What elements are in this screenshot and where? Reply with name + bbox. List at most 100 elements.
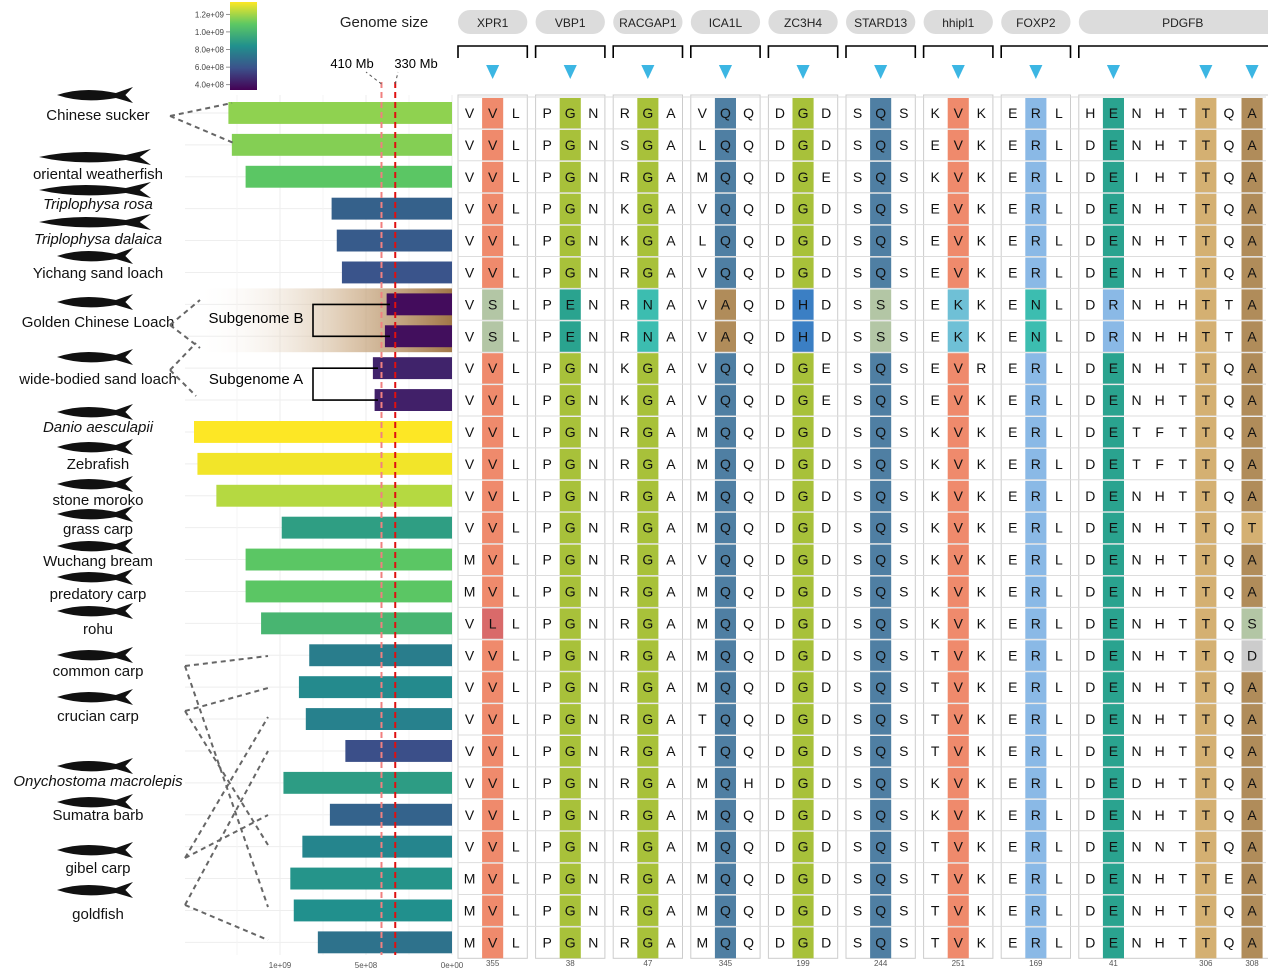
residue: T xyxy=(1178,711,1187,727)
residue: T xyxy=(1202,871,1211,887)
residue: D xyxy=(1085,520,1095,536)
species-gibel-carp: gibel carp xyxy=(57,842,133,877)
species-crucian-carp: crucian carp xyxy=(57,689,139,725)
residue-highlight xyxy=(637,480,659,512)
residue: G xyxy=(642,488,653,504)
residue-highlight xyxy=(482,98,504,129)
residue: A xyxy=(666,360,676,376)
residue: L xyxy=(1055,328,1063,344)
residue: Q xyxy=(1224,615,1235,631)
residue-highlight xyxy=(559,512,581,544)
residue: S xyxy=(853,775,862,791)
species-onychostoma-macrolepis: Onychostoma macrolepis xyxy=(13,758,183,790)
residue: K xyxy=(930,488,940,504)
genome-size-bar xyxy=(302,835,452,858)
residue: E xyxy=(1109,934,1118,950)
residue-highlight xyxy=(947,321,969,353)
residue: D xyxy=(775,934,785,950)
residue: Q xyxy=(1224,679,1235,695)
residue: L xyxy=(698,233,706,249)
residue: V xyxy=(488,264,498,280)
residue: D xyxy=(821,488,831,504)
residue-highlight xyxy=(1195,225,1217,257)
residue-highlight xyxy=(870,161,892,193)
residue: Q xyxy=(875,137,886,153)
species-connector xyxy=(184,904,269,941)
residue: H xyxy=(1155,775,1165,791)
residue: D xyxy=(775,647,785,663)
residue: Q xyxy=(743,264,754,280)
residue-highlight xyxy=(637,544,659,576)
residue: D xyxy=(1085,296,1095,312)
residue: N xyxy=(588,360,598,376)
residue: E xyxy=(930,328,939,344)
residue: G xyxy=(642,169,653,185)
residue: D xyxy=(821,264,831,280)
residue: P xyxy=(542,902,551,918)
gene-header-pill xyxy=(846,10,916,34)
residue: V xyxy=(465,296,475,312)
residue-highlight xyxy=(637,927,659,959)
residue: P xyxy=(542,424,551,440)
residue: L xyxy=(1055,871,1063,887)
residue: M xyxy=(464,871,476,887)
residue: Q xyxy=(875,711,886,727)
residue: D xyxy=(1085,902,1095,918)
residue: S xyxy=(488,328,497,344)
residue-highlight xyxy=(1241,353,1263,385)
residue: G xyxy=(565,424,576,440)
residue: E xyxy=(1008,233,1017,249)
residue: N xyxy=(588,296,598,312)
residue-highlight xyxy=(714,480,736,512)
residue: G xyxy=(565,934,576,950)
residue: Q xyxy=(743,392,754,408)
residue: H xyxy=(1155,392,1165,408)
residue: L xyxy=(1055,647,1063,663)
residue: V xyxy=(954,902,964,918)
residue: N xyxy=(588,488,598,504)
residue: G xyxy=(642,424,653,440)
residue-highlight xyxy=(792,225,814,257)
residue-highlight xyxy=(1195,448,1217,480)
residue-highlight xyxy=(1025,385,1047,416)
residue-highlight xyxy=(1241,417,1263,448)
residue-highlight xyxy=(870,321,892,353)
residue: T xyxy=(1202,839,1211,855)
residue: P xyxy=(542,456,551,472)
residue-highlight xyxy=(1241,448,1263,480)
residue: S xyxy=(899,839,908,855)
residue: Q xyxy=(720,902,731,918)
residue: Q xyxy=(743,647,754,663)
genome-size-bar xyxy=(298,676,452,699)
residue: T xyxy=(698,711,707,727)
fish-silhouette-icon xyxy=(39,182,151,198)
residue: E xyxy=(821,169,830,185)
residue-highlight xyxy=(559,225,581,257)
residue-highlight xyxy=(1102,640,1124,672)
residue-highlight xyxy=(1025,672,1047,704)
residue: E xyxy=(1008,360,1017,376)
site-position-label: 244 xyxy=(874,959,888,968)
residue-highlight xyxy=(1241,257,1263,289)
residue: E xyxy=(1109,137,1118,153)
residue: E xyxy=(1008,488,1017,504)
residue: S xyxy=(853,296,862,312)
residue: K xyxy=(977,902,987,918)
residue: N xyxy=(588,615,598,631)
residue: N xyxy=(1131,934,1141,950)
residue: S xyxy=(899,711,908,727)
residue-highlight xyxy=(792,480,814,512)
residue-highlight xyxy=(870,129,892,161)
residue: D xyxy=(775,615,785,631)
residue: G xyxy=(642,264,653,280)
residue-highlight xyxy=(947,480,969,512)
residue: D xyxy=(775,169,785,185)
residue: L xyxy=(1055,360,1063,376)
residue-highlight xyxy=(559,129,581,161)
residue: Q xyxy=(720,105,731,121)
fish-silhouette-icon xyxy=(39,149,151,165)
residue-highlight xyxy=(714,448,736,480)
residue-highlight xyxy=(714,321,736,353)
residue: P xyxy=(542,839,551,855)
site-position-label: 169 xyxy=(1029,959,1043,968)
